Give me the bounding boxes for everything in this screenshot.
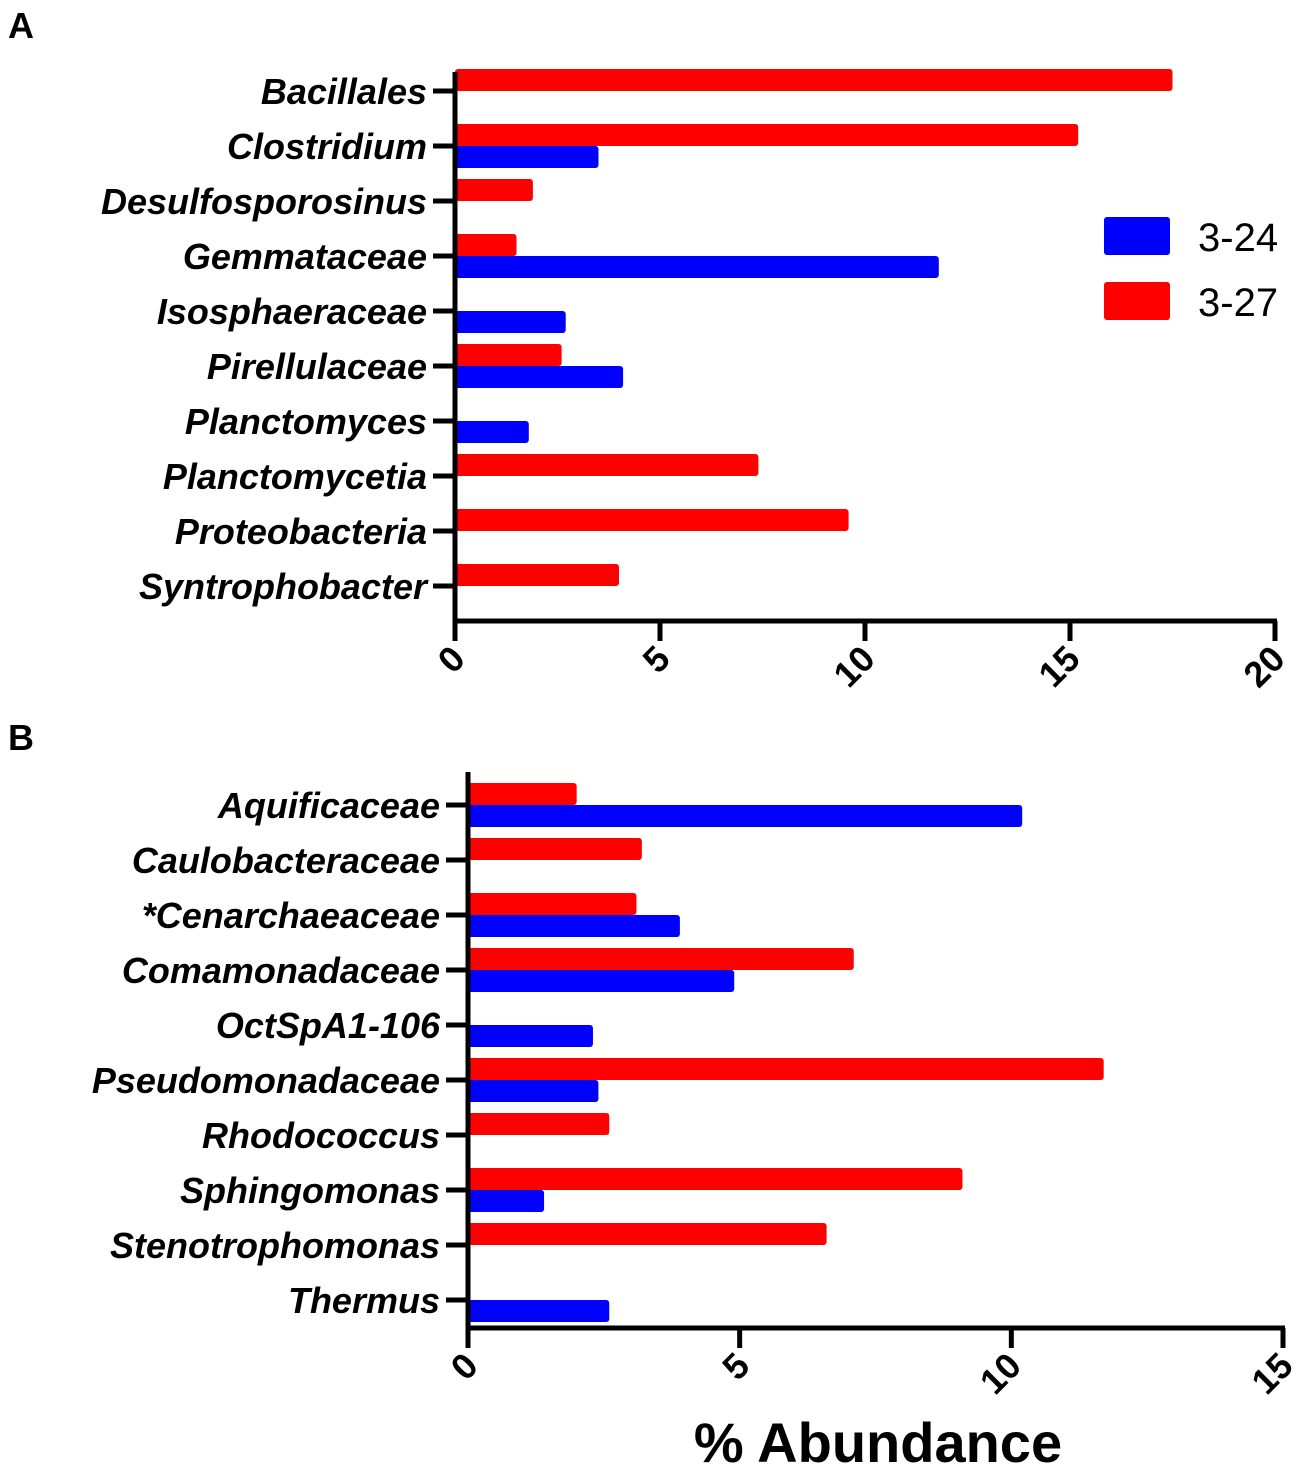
- bar-clostridium-3-24: [455, 146, 599, 168]
- bar-aquificaceae-3-24: [468, 805, 1023, 827]
- bar-isosphaeraceae-3-24: [455, 311, 566, 333]
- category-label-syntrophobacter: Syntrophobacter: [139, 566, 429, 607]
- category-label-comamonadaceae: Comamonadaceae: [122, 950, 440, 991]
- panel-a-bars: [455, 69, 1173, 586]
- x-tick-label-5: 5: [714, 1345, 757, 1388]
- panel-a-category-labels: Bacillales Clostridium Desulfosporosinus Ge…: [101, 71, 429, 607]
- bar-pirellulaceae-3-27: [455, 344, 562, 366]
- bar-pseudomonadaceae-3-27: [468, 1058, 1104, 1080]
- bar-syntrophobacter-3-27: [455, 564, 619, 586]
- legend-label-3-24: 3-24: [1198, 216, 1278, 260]
- bar-cenarchaeaceae-3-27: [468, 893, 637, 915]
- bar-pirellulaceae-3-24: [455, 366, 624, 388]
- category-label-desulfosporosinus: Desulfosporosinus: [101, 181, 427, 222]
- category-label-planctomyces: Planctomyces: [185, 401, 427, 442]
- category-label-pirellulaceae: Pirellulaceae: [207, 346, 427, 387]
- bar-comamonadaceae-3-24: [468, 970, 735, 992]
- category-label-caulobacteraceae: Caulobacteraceae: [132, 840, 440, 881]
- category-label-bacillales: Bacillales: [261, 71, 427, 112]
- category-label-clostridium: Clostridium: [227, 126, 427, 167]
- panel-a-label: A: [8, 5, 34, 46]
- x-tick-label-0: 0: [430, 638, 473, 681]
- bar-sphingomonas-3-27: [468, 1168, 963, 1190]
- category-label-planctomycetia: Planctomycetia: [163, 456, 427, 497]
- bar-comamonadaceae-3-27: [468, 948, 854, 970]
- x-tick-label-5: 5: [635, 638, 678, 681]
- x-tick-label-0: 0: [443, 1345, 486, 1388]
- x-tick-label-15: 15: [1030, 638, 1087, 695]
- legend: 3-24 3-27: [1104, 216, 1278, 325]
- bar-caulobacteraceae-3-27: [468, 838, 642, 860]
- bar-octspa1-106-3-24: [468, 1025, 593, 1047]
- bar-gemmataceae-3-24: [455, 256, 939, 278]
- bar-bacillales-3-27: [455, 69, 1173, 91]
- x-tick-label-20: 20: [1235, 638, 1292, 695]
- category-label-isosphaeraceae: Isosphaeraceae: [157, 291, 427, 332]
- x-tick-label-10: 10: [972, 1345, 1029, 1402]
- panel-b-label: B: [8, 717, 34, 758]
- bar-pseudomonadaceae-3-24: [468, 1080, 599, 1102]
- legend-label-3-27: 3-27: [1198, 281, 1278, 325]
- bar-thermus-3-24: [468, 1300, 610, 1322]
- category-label-pseudomonadaceae: Pseudomonadaceae: [92, 1060, 440, 1101]
- panel-b-category-labels: Aquificaceae Caulobacteraceae *Cenarchaeac…: [92, 785, 441, 1321]
- panel-a-chart: Bacillales Clostridium Desulfosporosinus Ge…: [101, 69, 1293, 695]
- bar-gemmataceae-3-27: [455, 234, 517, 256]
- panel-b-axes: [446, 772, 1286, 1348]
- x-tick-label-15: 15: [1243, 1345, 1300, 1402]
- panel-a-axes: [433, 72, 1278, 641]
- x-axis-title: % Abundance: [694, 1411, 1062, 1473]
- panel-b-chart: Aquificaceae Caulobacteraceae *Cenarchaeac…: [92, 772, 1300, 1402]
- panel-b-bars: [468, 783, 1104, 1322]
- bar-rhodococcus-3-27: [468, 1113, 610, 1135]
- bar-planctomyces-3-24: [455, 421, 529, 443]
- category-label-proteobacteria: Proteobacteria: [175, 511, 427, 552]
- bar-clostridium-3-27: [455, 124, 1079, 146]
- bar-planctomycetia-3-27: [455, 454, 759, 476]
- x-tick-label-10: 10: [825, 638, 882, 695]
- category-label-thermus: Thermus: [288, 1280, 440, 1321]
- category-label-gemmataceae: Gemmataceae: [183, 236, 427, 277]
- panel-a-tick-labels: 0 5 10 15 20: [430, 638, 1293, 695]
- bar-aquificaceae-3-27: [468, 783, 577, 805]
- bar-proteobacteria-3-27: [455, 509, 849, 531]
- bar-desulfosporosinus-3-27: [455, 179, 533, 201]
- bar-cenarchaeaceae-3-24: [468, 915, 680, 937]
- panel-b-tick-labels: 0 5 10 15: [443, 1345, 1300, 1402]
- category-label-aquificaceae: Aquificaceae: [217, 785, 440, 826]
- legend-swatch-3-27: [1104, 282, 1170, 320]
- category-label-sphingomonas: Sphingomonas: [180, 1170, 440, 1211]
- legend-swatch-3-24: [1104, 217, 1170, 255]
- category-label-octspa1-106: OctSpA1-106: [216, 1005, 441, 1046]
- category-label-stenotrophomonas: Stenotrophomonas: [110, 1225, 440, 1266]
- bar-stenotrophomonas-3-27: [468, 1223, 827, 1245]
- bar-sphingomonas-3-24: [468, 1190, 545, 1212]
- category-label-rhodococcus: Rhodococcus: [202, 1115, 440, 1156]
- category-label-cenarchaeaceae: *Cenarchaeaceae: [142, 895, 440, 936]
